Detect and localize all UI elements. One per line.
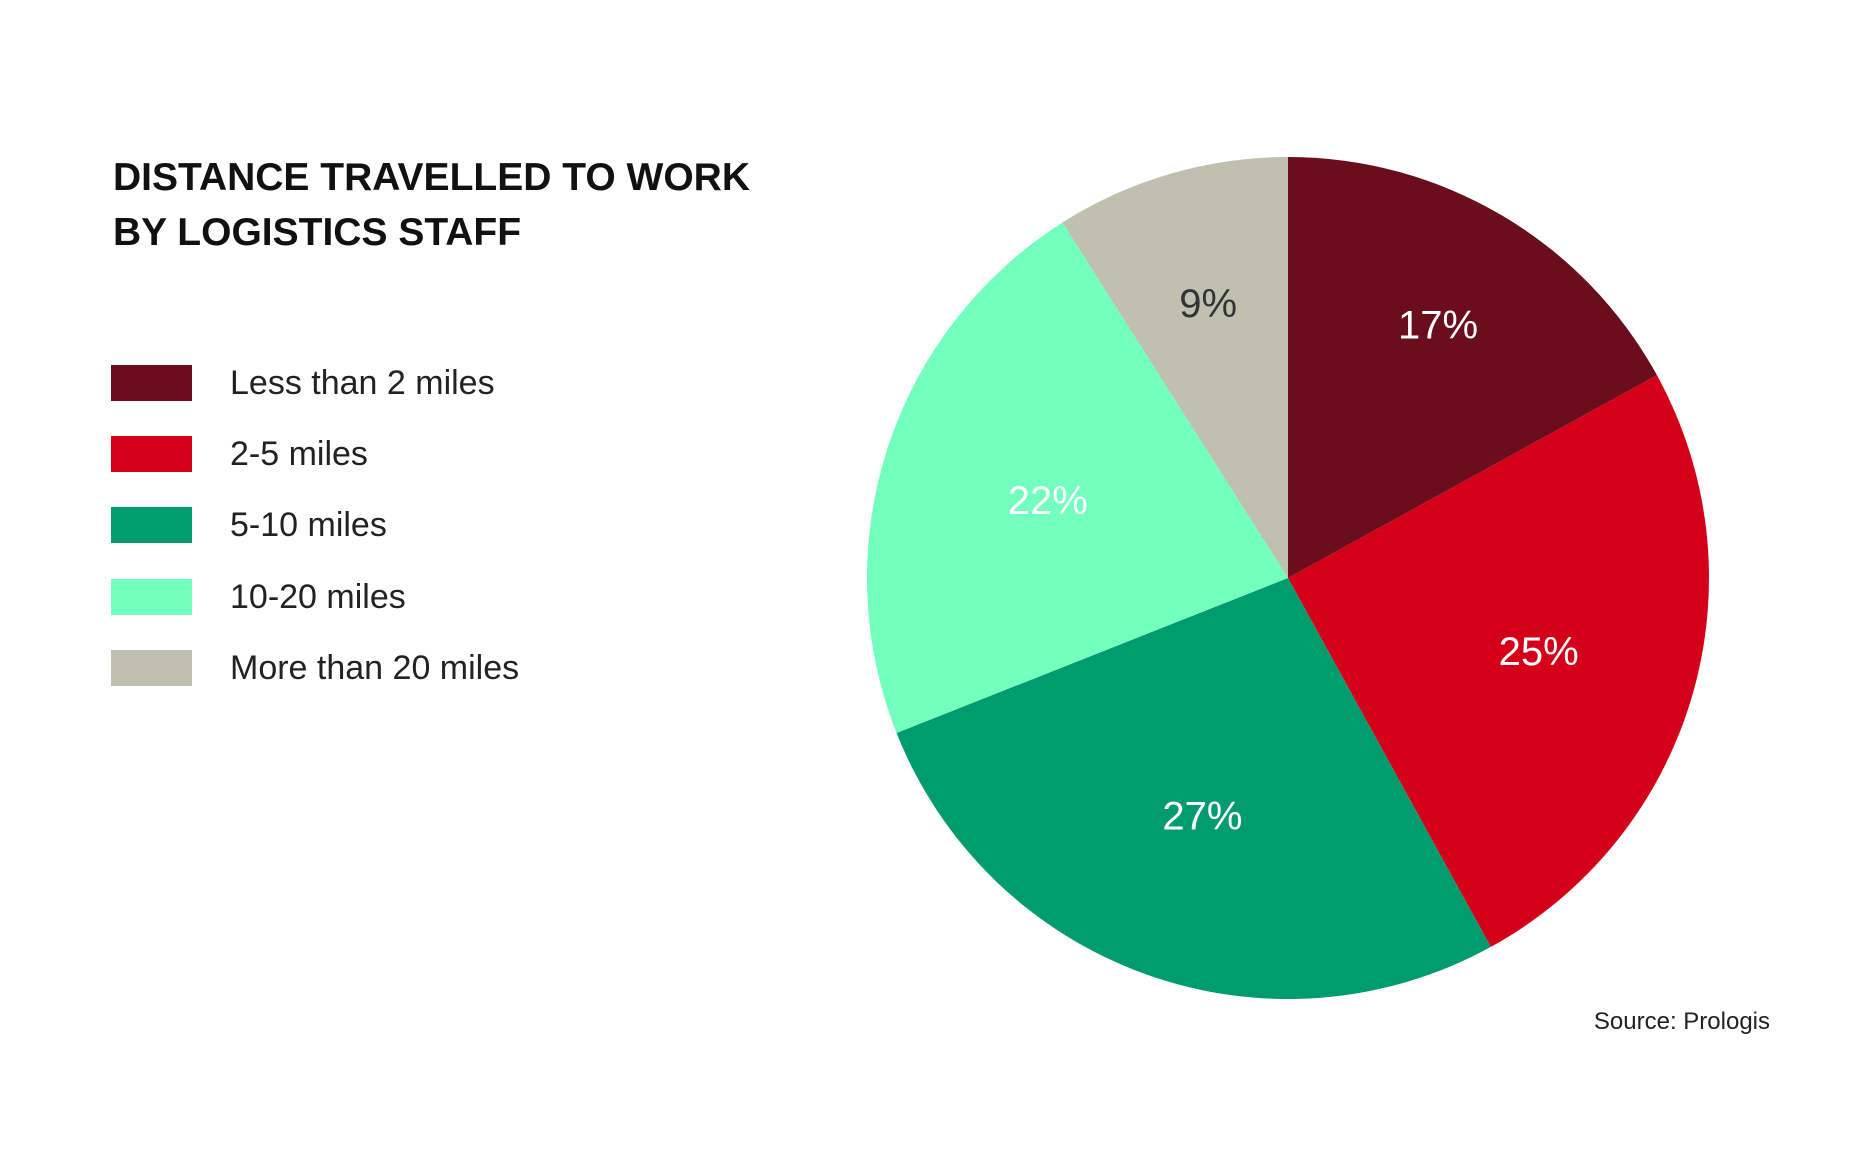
chart-title-line-2: BY LOGISTICS STAFF bbox=[113, 211, 522, 254]
legend-swatch bbox=[111, 507, 192, 543]
chart-title: DISTANCE TRAVELLED TO WORK BY LOGISTICS … bbox=[113, 150, 750, 260]
legend-swatch bbox=[111, 579, 192, 615]
pie-slice bbox=[866, 222, 1288, 733]
data-label: 9% bbox=[1179, 282, 1237, 326]
legend-label: 5-10 miles bbox=[230, 505, 387, 544]
legend-swatch bbox=[111, 650, 192, 686]
pie-slice bbox=[896, 578, 1491, 999]
legend-item: 2-5 miles bbox=[111, 434, 711, 473]
data-label: 17% bbox=[1398, 303, 1478, 347]
legend-item: Less than 2 miles bbox=[111, 363, 711, 402]
chart-title-line-1: DISTANCE TRAVELLED TO WORK bbox=[113, 156, 750, 199]
legend-label: Less than 2 miles bbox=[230, 363, 495, 402]
legend-item: 5-10 miles bbox=[111, 505, 711, 544]
data-label: 25% bbox=[1499, 630, 1579, 674]
pie-slice bbox=[1288, 157, 1657, 578]
data-label: 27% bbox=[1162, 795, 1242, 839]
legend-swatch bbox=[111, 365, 192, 401]
legend-swatch bbox=[111, 436, 192, 472]
legend-item: More than 20 miles bbox=[111, 648, 711, 687]
data-label: 22% bbox=[1008, 479, 1088, 523]
legend-label: More than 20 miles bbox=[230, 648, 520, 687]
pie-slice bbox=[1288, 375, 1710, 947]
legend-item: 10-20 miles bbox=[111, 577, 711, 616]
legend-label: 10-20 miles bbox=[230, 577, 406, 616]
pie-slice bbox=[1062, 157, 1288, 578]
source-note: Source: Prologis bbox=[1593, 1008, 1770, 1035]
legend-label: 2-5 miles bbox=[230, 434, 368, 473]
